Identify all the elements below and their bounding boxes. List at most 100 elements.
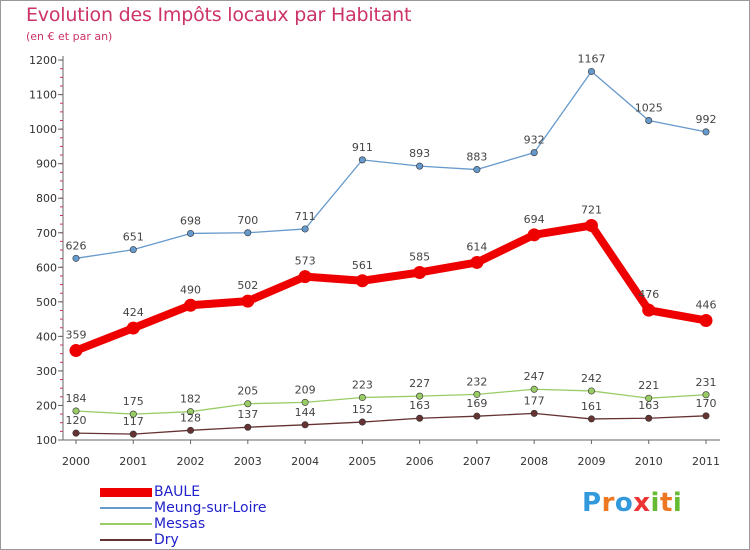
data-label-messas: 232 [466, 375, 487, 388]
point-messas [530, 385, 538, 393]
point-meung-sur-loire [530, 149, 538, 157]
legend-item-meung-sur-loire: Meung-sur-Loire [100, 500, 360, 516]
y-tick-label: 600 [36, 261, 57, 274]
data-label-meung-sur-loire: 698 [180, 214, 201, 227]
x-tick-label: 2001 [119, 455, 147, 468]
point-messas [416, 392, 424, 400]
logo-letter: i [650, 488, 660, 518]
y-tick-label: 400 [36, 330, 57, 343]
y-tick-label: 1000 [29, 123, 57, 136]
point-meung-sur-loire [187, 229, 195, 237]
x-tick-label: 2003 [234, 455, 262, 468]
legend-label-baule: BAULE [154, 484, 201, 500]
data-label-baule: 446 [696, 298, 717, 311]
point-baule [355, 274, 369, 288]
point-dry [301, 421, 309, 429]
data-label-dry: 161 [581, 400, 602, 413]
logo-letter: o [614, 488, 634, 518]
data-label-baule: 424 [123, 306, 144, 319]
logo-letter: i [672, 488, 683, 518]
legend-label-meung-sur-loire: Meung-sur-Loire [154, 500, 267, 516]
logo-letter: x [633, 488, 651, 518]
data-label-meung-sur-loire: 711 [295, 210, 316, 223]
point-dry [187, 426, 195, 434]
point-messas [301, 398, 309, 406]
data-label-dry: 163 [638, 399, 659, 412]
data-label-messas: 221 [638, 379, 659, 392]
data-label-dry: 152 [352, 403, 373, 416]
legend-label-messas: Messas [154, 516, 206, 532]
point-dry [587, 415, 595, 423]
point-baule [69, 344, 83, 358]
data-label-dry: 120 [66, 414, 87, 427]
point-messas [244, 400, 252, 408]
data-label-meung-sur-loire: 883 [466, 151, 487, 164]
x-tick-label: 2000 [62, 455, 90, 468]
x-tick-label: 2006 [406, 455, 434, 468]
data-label-messas: 231 [696, 376, 717, 389]
y-tick-label: 1100 [29, 89, 57, 102]
point-messas [187, 408, 195, 416]
data-label-dry: 163 [409, 399, 430, 412]
point-meung-sur-loire [473, 166, 481, 174]
x-tick-label: 2010 [635, 455, 663, 468]
logo-letter: r [601, 488, 615, 518]
data-label-baule: 359 [66, 329, 87, 342]
legend-item-baule: BAULE [100, 484, 360, 500]
data-label-meung-sur-loire: 626 [66, 239, 87, 252]
point-dry [473, 412, 481, 420]
point-messas [72, 407, 80, 415]
data-label-meung-sur-loire: 932 [524, 134, 545, 147]
proxiti-logo: Proxiti [582, 488, 682, 518]
x-tick-label: 2008 [520, 455, 548, 468]
data-label-messas: 223 [352, 379, 373, 392]
data-label-dry: 169 [466, 397, 487, 410]
data-label-messas: 184 [66, 392, 87, 405]
legend-item-messas: Messas [100, 516, 360, 532]
point-meung-sur-loire [244, 229, 252, 237]
data-label-messas: 205 [237, 385, 258, 398]
point-meung-sur-loire [301, 225, 309, 233]
data-label-dry: 144 [295, 406, 316, 419]
point-dry [129, 430, 137, 438]
data-label-messas: 175 [123, 395, 144, 408]
data-label-baule: 721 [581, 204, 602, 217]
point-dry [72, 429, 80, 437]
point-messas [129, 410, 137, 418]
point-baule [642, 303, 656, 317]
data-label-messas: 242 [581, 372, 602, 385]
point-messas [358, 394, 366, 402]
y-tick-label: 900 [36, 158, 57, 171]
y-tick-label: 300 [36, 365, 57, 378]
point-meung-sur-loire [72, 254, 80, 262]
y-tick-label: 100 [36, 434, 57, 447]
x-tick-label: 2011 [692, 455, 720, 468]
data-label-messas: 209 [295, 383, 316, 396]
x-tick-label: 2005 [348, 455, 376, 468]
y-tick-label: 800 [36, 192, 57, 205]
data-label-meung-sur-loire: 651 [123, 231, 144, 244]
data-label-meung-sur-loire: 893 [409, 147, 430, 160]
data-label-meung-sur-loire: 992 [696, 113, 717, 126]
data-label-baule: 502 [237, 279, 258, 292]
point-baule [413, 265, 427, 279]
chart-subtitle: (en € et par an) [26, 30, 113, 43]
point-meung-sur-loire [416, 162, 424, 170]
y-tick-label: 1200 [29, 54, 57, 67]
x-tick-label: 2009 [577, 455, 605, 468]
data-label-dry: 170 [696, 397, 717, 410]
series-line-messas [75, 388, 707, 415]
point-messas [702, 391, 710, 399]
legend-item-dry: Dry [100, 532, 360, 548]
data-label-meung-sur-loire: 1025 [635, 102, 663, 115]
legend-label-dry: Dry [154, 532, 179, 548]
point-meung-sur-loire [129, 246, 137, 254]
data-label-dry: 177 [524, 394, 545, 407]
point-baule [527, 228, 541, 242]
x-tick-label: 2004 [291, 455, 319, 468]
point-baule [241, 294, 255, 308]
data-label-baule: 585 [409, 250, 430, 263]
axes: 100 200 300 400 500 600 700 800 900 1000 1100 1200 2… [29, 54, 720, 468]
point-meung-sur-loire [645, 117, 653, 125]
